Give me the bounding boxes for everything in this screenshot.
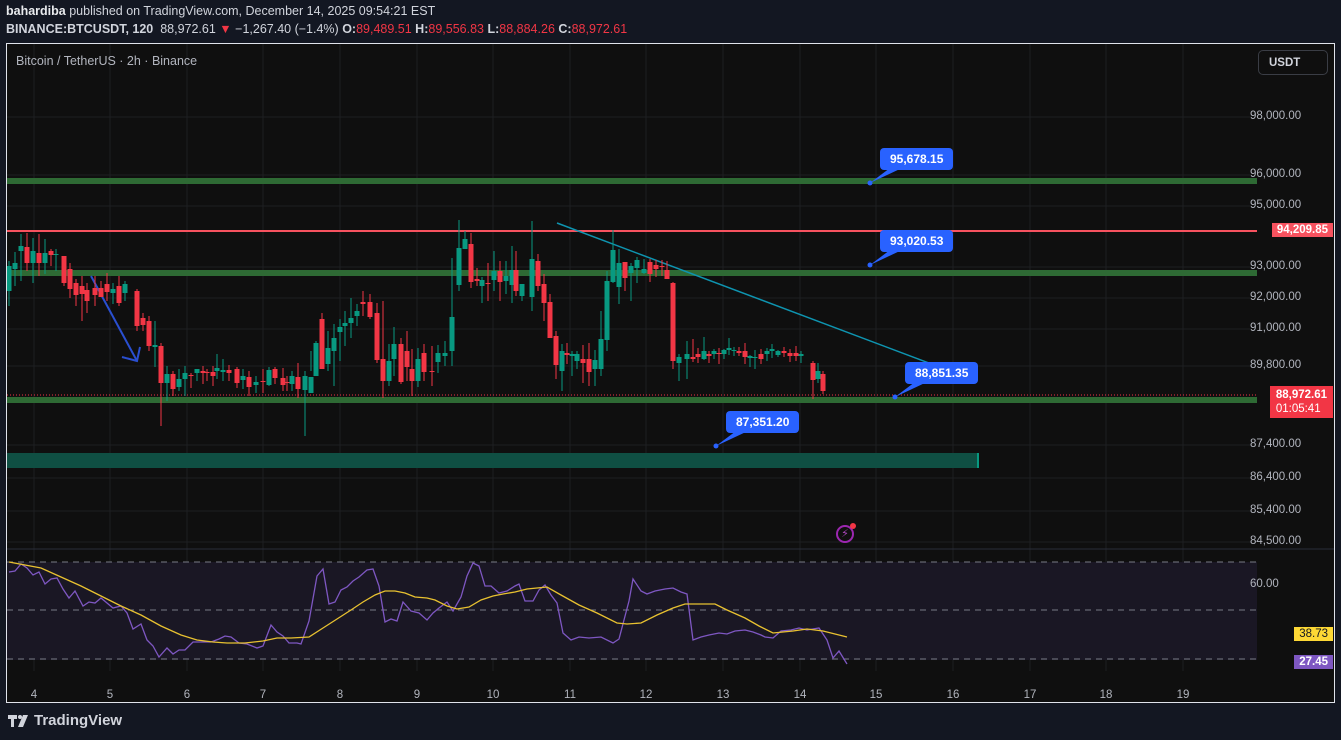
price-callout-label[interactable]: 93,020.53 — [880, 230, 954, 252]
price-axis-label: 91,000.00 — [1250, 322, 1302, 334]
price-axis-label: 98,000.00 — [1250, 110, 1302, 122]
price-axis-label: 84,500.00 — [1250, 535, 1302, 547]
time-axis-label: 5 — [106, 689, 114, 701]
alert-lightning-icon[interactable]: ⚡ — [836, 523, 856, 543]
symbol-label: BINANCE:BTCUSDT, 120 — [6, 22, 154, 36]
close-label: C: — [558, 22, 572, 36]
time-axis-label: 8 — [336, 689, 344, 701]
price-callout-label[interactable]: 87,351.20 — [726, 411, 800, 433]
time-axis-label: 9 — [413, 689, 421, 701]
time-axis-label: 4 — [30, 689, 38, 701]
price-change: −1,267.40 (−1.4%) — [235, 22, 339, 36]
price-axis-label: 86,400.00 — [1250, 471, 1302, 483]
chart-title: Bitcoin / TetherUS · 2h · Binance — [16, 54, 198, 68]
time-axis-label: 16 — [946, 689, 960, 701]
price-axis-label: 95,000.00 — [1250, 199, 1302, 211]
close-value: 88,972.61 — [571, 22, 628, 36]
price-axis-label: 87,400.00 — [1250, 438, 1302, 450]
resistance-price-badge: 94,209.85 — [1271, 223, 1333, 237]
open-value: 89,489.51 — [356, 22, 412, 36]
price-callout-label[interactable]: 95,678.15 — [880, 148, 954, 170]
price-axis-label: 89,800.00 — [1250, 359, 1302, 371]
price-callout-label[interactable]: 88,851.35 — [905, 362, 979, 384]
change-down-icon: ▼ — [219, 22, 232, 36]
time-axis-label: 6 — [183, 689, 191, 701]
price-axis-label: 93,000.00 — [1250, 260, 1302, 272]
chart-frame[interactable]: Bitcoin / TetherUS · 2h · Binance USDT 9… — [6, 43, 1335, 703]
rsi-axis-60: 60.00 — [1250, 578, 1279, 590]
last-price-value: 88,972.61 — [1275, 389, 1327, 401]
price-axis-label: 85,400.00 — [1250, 504, 1302, 516]
rsi-ma-badge: 38.73 — [1294, 627, 1333, 641]
price-axis-label: 96,000.00 — [1250, 168, 1302, 180]
time-axis-label: 18 — [1099, 689, 1113, 701]
tradingview-logo[interactable]: TradingView — [8, 712, 122, 729]
tradingview-logo-icon — [8, 714, 28, 727]
price-axis-label: 92,000.00 — [1250, 291, 1302, 303]
header-ohlc-line: BINANCE:BTCUSDT, 120 88,972.61 ▼ −1,267.… — [6, 22, 627, 36]
footer-brand: TradingView — [34, 712, 123, 729]
time-axis-label: 14 — [793, 689, 807, 701]
bar-countdown: 01:05:41 — [1275, 403, 1321, 415]
low-label: L: — [487, 22, 500, 36]
last-price: 88,972.61 — [160, 22, 216, 36]
high-label: H: — [415, 22, 429, 36]
publish-text: published on TradingView.com, December 1… — [69, 4, 436, 18]
time-axis-label: 7 — [259, 689, 267, 701]
low-value: 88,884.26 — [499, 22, 555, 36]
author-name[interactable]: bahardiba — [6, 4, 66, 18]
price-chart-canvas[interactable] — [7, 44, 1335, 703]
time-axis-label: 15 — [869, 689, 883, 701]
rsi-value-badge: 27.45 — [1294, 655, 1333, 669]
time-axis-label: 11 — [564, 689, 576, 701]
time-axis-label: 12 — [639, 689, 653, 701]
time-axis-label: 19 — [1176, 689, 1190, 701]
time-axis-label: 13 — [716, 689, 730, 701]
last-price-badge: 88,972.61 01:05:41 — [1269, 386, 1333, 418]
open-label: O: — [342, 22, 357, 36]
time-axis-label: 17 — [1023, 689, 1037, 701]
currency-button[interactable]: USDT — [1258, 50, 1328, 75]
header-publish-line: bahardiba published on TradingView.com, … — [6, 4, 435, 18]
time-axis-label: 10 — [486, 689, 500, 701]
high-value: 89,556.83 — [428, 22, 484, 36]
